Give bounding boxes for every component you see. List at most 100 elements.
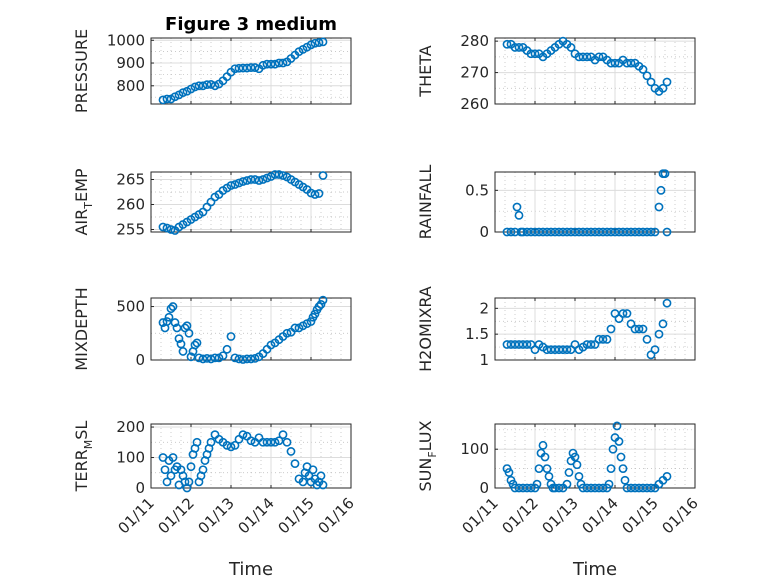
- data-point: [526, 483, 536, 493]
- data-point: [250, 63, 260, 72]
- data-point: [510, 227, 520, 237]
- data-point: [606, 464, 616, 474]
- data-point: [162, 223, 172, 233]
- subplot-5: 0 500 MIXDEPTH: [72, 287, 352, 371]
- data-point: [306, 40, 316, 50]
- data-point: [184, 328, 194, 338]
- subplot-4: 0 0.5 RAINFALL: [416, 165, 696, 241]
- data-point: [582, 52, 592, 62]
- data-point: [198, 81, 208, 91]
- subplot-7: 0 100 200 TERRMSL 01/1101/1201/1301/1401/150…: [72, 418, 358, 537]
- x-tick-label: 01/11: [115, 494, 158, 537]
- data-point: [662, 77, 672, 87]
- y-axis-label: SUNFLUX: [416, 420, 439, 491]
- x-tick-label: 01/13: [539, 494, 582, 537]
- data-point: [230, 353, 240, 363]
- data-point: [638, 324, 648, 334]
- y-axis-label-suffix: EMP: [72, 168, 91, 202]
- data-point: [308, 465, 318, 475]
- y-axis-label: PRESSURE: [72, 29, 91, 113]
- data-point: [286, 447, 296, 456]
- data-point: [614, 437, 624, 446]
- data-point: [616, 452, 626, 462]
- axes-frame: [494, 297, 696, 361]
- data-point: [540, 452, 550, 462]
- data-point: [202, 353, 212, 363]
- data-point: [166, 304, 176, 314]
- data-point: [574, 471, 584, 481]
- x-tick-label: 01/11: [459, 494, 502, 537]
- y-tick-label: 0: [135, 351, 145, 369]
- data-point: [654, 329, 664, 339]
- data-point: [634, 324, 644, 334]
- figure-title: Figure 3 medium: [165, 14, 337, 35]
- axes-frame: [494, 37, 696, 105]
- data-point: [318, 171, 328, 180]
- data-point: [230, 180, 240, 189]
- data-point: [234, 63, 244, 73]
- data-point: [190, 340, 200, 350]
- data-point: [612, 421, 622, 431]
- y-tick-label: 1000: [107, 31, 145, 49]
- data-point: [194, 81, 204, 91]
- data-point: [514, 43, 524, 52]
- data-point: [290, 323, 300, 333]
- data-point: [306, 317, 316, 326]
- x-tick-label: 01/13: [195, 494, 238, 537]
- data-point: [164, 312, 174, 322]
- data-point: [238, 63, 248, 73]
- data-point: [598, 334, 608, 344]
- y-tick-label: 900: [116, 54, 145, 72]
- y-axis-label-main: THETA: [416, 45, 435, 97]
- x-tick-label: 01/12: [499, 494, 542, 537]
- data-point: [318, 37, 328, 47]
- data-point: [572, 460, 582, 470]
- data-point: [538, 440, 548, 450]
- data-point: [258, 175, 268, 184]
- axes-frame: [150, 37, 352, 105]
- data-point: [206, 354, 216, 364]
- data-point: [192, 338, 202, 348]
- data-point: [656, 185, 666, 195]
- data-point: [502, 39, 512, 49]
- y-tick-label: 800: [116, 77, 145, 95]
- data-point: [254, 176, 264, 185]
- data-point: [510, 483, 520, 493]
- data-point: [282, 328, 292, 338]
- y-tick-label: 265: [116, 171, 145, 189]
- data-point: [166, 471, 176, 481]
- y-tick-label: 0.5: [465, 181, 489, 199]
- y-tick-label: 260: [116, 196, 145, 214]
- data-point: [290, 459, 300, 469]
- data-point: [642, 334, 652, 344]
- data-point: [246, 354, 256, 364]
- data-point: [598, 483, 608, 493]
- data-point: [646, 77, 656, 87]
- x-axis-label-left: Time: [228, 559, 273, 580]
- y-tick-label: 100: [460, 440, 489, 458]
- y-axis-label: TERRMSL: [72, 421, 95, 493]
- data-point: [650, 345, 660, 355]
- data-point: [246, 436, 256, 446]
- data-point: [158, 318, 168, 327]
- data-point: [604, 479, 614, 489]
- data-point: [198, 465, 208, 475]
- y-tick-label: 270: [460, 64, 489, 82]
- data-point: [514, 210, 524, 220]
- data-point: [654, 202, 664, 212]
- data-point: [194, 353, 204, 363]
- data-point: [258, 60, 268, 70]
- y-axis-label-subscript: T: [82, 202, 95, 210]
- y-axis-label-subscript: M: [82, 440, 95, 450]
- y-tick-label: 0: [479, 479, 489, 497]
- data-point: [178, 88, 188, 98]
- data-point: [274, 436, 284, 446]
- data-point: [242, 354, 252, 364]
- data-point: [162, 317, 172, 326]
- x-tick-label: 01/15: [619, 494, 662, 537]
- data-point: [160, 465, 170, 475]
- data-point: [230, 64, 240, 74]
- x-tick-label: 01/12: [155, 494, 198, 537]
